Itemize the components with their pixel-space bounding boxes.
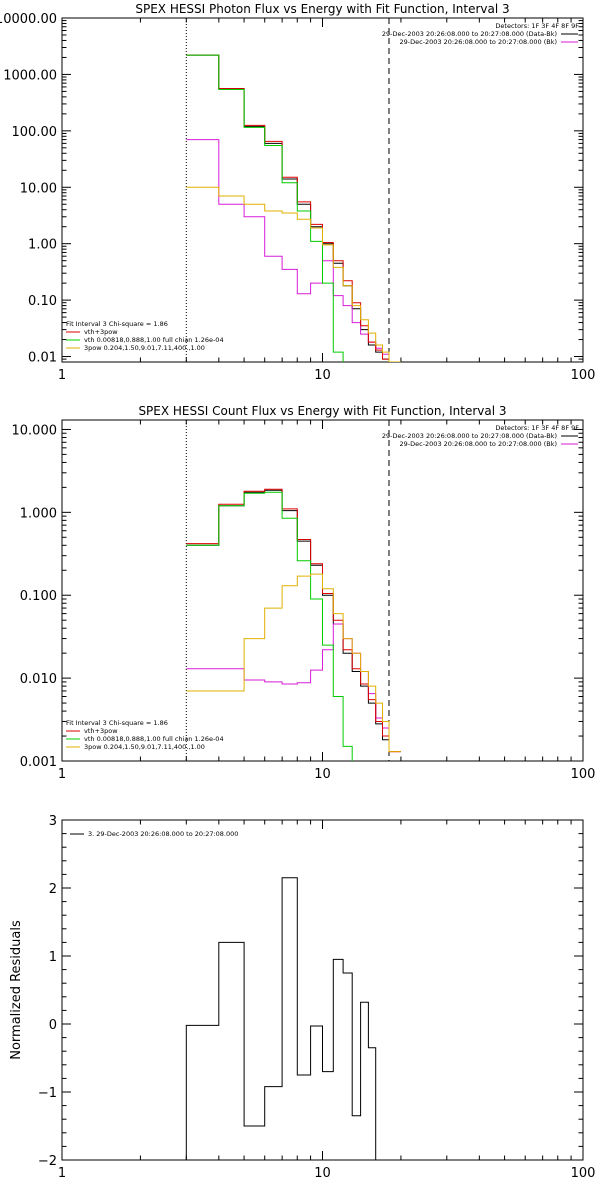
x-tick-label: 10: [314, 1166, 331, 1181]
chart-panel-2: [61, 419, 584, 762]
y-tick-label: 1.000: [20, 506, 57, 521]
y-tick-label: 0.010: [20, 672, 57, 687]
legend-residual-entry: 3. 29-Dec-2003 20:26:08.000 to 20:27:08.…: [88, 830, 238, 838]
plot-frame: [61, 17, 584, 363]
y-tick-label: 3: [49, 814, 57, 829]
legend-top-entry: Detectors: 1F 3F 4F 8F 9F: [495, 424, 579, 432]
legend-bottom-entry: vth+3pow: [84, 727, 118, 735]
x-tick-label: 1: [58, 767, 66, 782]
y-tick-label: 1000.00: [3, 68, 57, 83]
legend-bottom-entry: vth 0.00818,0.888,1.00 full chian 1.26e-…: [84, 336, 224, 344]
legend-bottom-entry: 3pow 0.204,1.50,9.01,7.11,400.,1.00: [84, 743, 205, 751]
legend-bottom-entry: vth 0.00818,0.888,1.00 full chian 1.26e-…: [84, 735, 224, 743]
data-series-group: [186, 54, 401, 362]
y-tick-label: −2: [38, 1154, 57, 1169]
chart-title: SPEX HESSI Photon Flux vs Energy with Fi…: [135, 2, 509, 16]
plot-frame: [61, 819, 584, 1161]
y-tick-label: 0.100: [20, 589, 57, 604]
chart-panel-3: [61, 819, 584, 1161]
legend-bottom-entry: Fit Interval 3 Chi-square = 1.86: [66, 320, 168, 328]
series-line-residuals: [185, 877, 377, 1160]
series-line-vth: [186, 491, 353, 761]
x-tick-label: 1: [58, 1166, 66, 1181]
legend-top-entry: Detectors: 1F 3F 4F 8F 9F: [495, 22, 579, 30]
legend-bottom-entry: vth+3pow: [84, 328, 118, 336]
y-tick-label: 0.01: [28, 351, 57, 366]
legend-top-entry: 29-Dec-2003 20:26:08.000 to 20:27:08.000…: [400, 38, 558, 46]
y-tick-label: −1: [38, 1086, 57, 1101]
y-tick-label: 1.00: [28, 238, 57, 253]
x-tick-label: 1: [58, 368, 66, 383]
y-tick-label: 100.00: [12, 125, 58, 140]
x-tick-label: 100: [571, 767, 596, 782]
series-line-3pow: [186, 573, 401, 753]
y-tick-label: 0.001: [20, 755, 57, 770]
data-series-group: [186, 488, 401, 761]
y-tick-label: 1: [49, 950, 57, 965]
y-axis-label: Normalized Residuals: [9, 920, 24, 1060]
y-tick-label: 0: [49, 1018, 57, 1033]
series-line-vth: [186, 54, 344, 362]
y-tick-label: 10.00: [20, 181, 57, 196]
legend-top-entry: 29-Dec-2003 20:26:08.000 to 20:27:08.000…: [382, 432, 557, 440]
x-tick-label: 10: [314, 767, 331, 782]
legend-top-entry: 29-Dec-2003 20:26:08.000 to 20:27:08.000…: [382, 30, 557, 38]
y-tick-label: 0.10: [28, 294, 57, 309]
y-tick-label: 2: [49, 882, 57, 897]
legend-bottom-entry: 3pow 0.204,1.50,9.01,7.11,400.,1.00: [84, 344, 205, 352]
series-line-data-bk: [186, 54, 389, 360]
series-line-data-bk: [186, 489, 389, 741]
chart-panel-1: [61, 17, 584, 363]
y-tick-label: 10000.00: [0, 12, 57, 27]
chart-title: SPEX HESSI Count Flux vs Energy with Fit…: [138, 404, 506, 418]
legend-bottom-entry: Fit Interval 3 Chi-square = 1.86: [66, 719, 168, 727]
series-line-bk: [186, 139, 389, 355]
series-line-3pow: [186, 186, 401, 362]
x-tick-label: 100: [571, 368, 596, 383]
series-line-vth-3pow: [186, 54, 389, 360]
legend-top-entry: 29-Dec-2003 20:26:08.000 to 20:27:08.000…: [400, 440, 558, 448]
x-tick-label: 100: [571, 1166, 596, 1181]
data-series-group: [185, 877, 377, 1160]
x-tick-label: 10: [314, 368, 331, 383]
y-tick-label: 10.000: [12, 423, 58, 438]
